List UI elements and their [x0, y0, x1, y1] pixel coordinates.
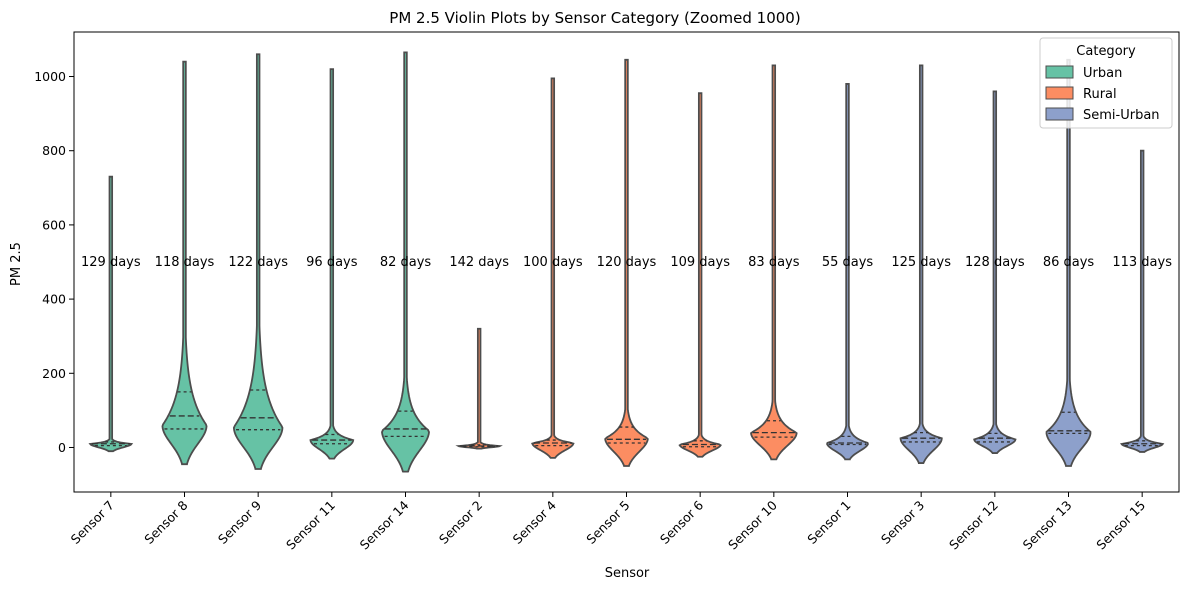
violin-body	[973, 90, 1017, 454]
violin-sensor-5	[604, 58, 649, 467]
y-tick-label: 0	[58, 440, 66, 455]
violin-sensor-14	[381, 51, 430, 473]
violin-body	[826, 83, 869, 461]
violin-sensor-8	[161, 60, 208, 466]
x-tick-label: Sensor 8	[141, 497, 190, 546]
x-tick-label: Sensor 1	[804, 498, 853, 547]
annotations: 129 days 118 days 122 days 96 days 82 days 14…	[81, 255, 1172, 270]
annotation-sensor-4: 100 days	[523, 255, 583, 270]
annotation-sensor-11: 96 days	[306, 255, 358, 270]
violin-sensor-7	[88, 175, 134, 453]
violin-sensor-15	[1119, 149, 1165, 453]
violin-body	[455, 327, 503, 450]
legend-box	[1039, 37, 1173, 129]
violin-sensor-3	[899, 64, 943, 464]
annotation-sensor-13: 86 days	[1043, 255, 1095, 270]
violin-sensor-4	[531, 77, 575, 459]
annotation-sensor-10: 83 days	[748, 255, 800, 270]
annotation-sensor-5: 120 days	[597, 255, 657, 270]
legend-title: Category	[1076, 44, 1136, 59]
y-tick-label: 200	[42, 366, 66, 381]
violin-sensor-6	[678, 92, 722, 458]
annotation-sensor-1: 55 days	[822, 255, 874, 270]
x-tick-label: Sensor 4	[510, 497, 559, 546]
violin-sensor-9	[232, 53, 284, 470]
violin-body	[232, 53, 284, 470]
x-axis-label: Sensor	[605, 566, 650, 581]
x-tick-label: Sensor 7	[68, 498, 117, 547]
violin-body	[1119, 149, 1165, 453]
violin-sensor-2	[455, 327, 503, 450]
y-axis: 0 200 400 600 800 1000	[34, 69, 74, 455]
violin-body	[750, 64, 798, 461]
annotation-sensor-15: 113 days	[1112, 255, 1172, 270]
x-tick-label: Sensor 6	[657, 497, 706, 546]
chart-title: PM 2.5 Violin Plots by Sensor Category (…	[389, 9, 800, 27]
y-tick-label: 600	[42, 217, 66, 232]
violin-sensor-12	[973, 90, 1017, 454]
violin-body	[531, 77, 575, 459]
violin-sensor-10	[750, 64, 798, 461]
violin-sensor-11	[309, 68, 355, 460]
x-tick-label: Sensor 10	[725, 497, 780, 552]
legend-label-semi-urban: Semi-Urban	[1083, 108, 1160, 123]
annotation-sensor-7: 129 days	[81, 255, 141, 270]
legend: Category Urban Rural Semi-Urban	[1039, 37, 1173, 129]
annotation-sensor-9: 122 days	[228, 255, 288, 270]
violin-body	[161, 60, 208, 466]
legend-label-urban: Urban	[1083, 66, 1122, 81]
annotation-sensor-8: 118 days	[155, 255, 215, 270]
x-tick-label: Sensor 14	[357, 497, 412, 552]
violin-body	[678, 92, 722, 458]
x-tick-label: Sensor 15	[1093, 498, 1148, 553]
violin-body	[88, 175, 134, 453]
x-tick-label: Sensor 2	[436, 498, 485, 547]
violin-body	[899, 64, 943, 464]
x-tick-label: Sensor 5	[583, 498, 632, 547]
annotation-sensor-6: 109 days	[670, 255, 730, 270]
violin-sensor-1	[826, 83, 869, 461]
x-axis: Sensor 7 Sensor 8 Sensor 9 Sensor 11 Sensor …	[68, 492, 1148, 553]
annotation-sensor-2: 142 days	[449, 255, 509, 270]
x-tick-label: Sensor 9	[215, 497, 264, 546]
legend-label-rural: Rural	[1083, 87, 1117, 102]
y-tick-label: 400	[42, 292, 66, 307]
annotation-sensor-12: 128 days	[965, 255, 1025, 270]
y-axis-label: PM 2.5	[9, 242, 24, 286]
x-tick-label: Sensor 12	[946, 498, 1001, 553]
violin-body	[381, 51, 430, 473]
x-tick-label: Sensor 13	[1020, 498, 1075, 553]
violin-body	[604, 58, 649, 467]
legend-swatch-semi-urban	[1045, 107, 1074, 121]
legend-swatch-urban	[1045, 65, 1074, 79]
x-tick-label: Sensor 11	[283, 498, 338, 553]
legend-swatch-rural	[1045, 86, 1074, 100]
x-tick-label: Sensor 3	[878, 498, 927, 547]
annotation-sensor-3: 125 days	[891, 255, 951, 270]
y-tick-label: 1000	[34, 69, 66, 84]
y-tick-label: 800	[42, 143, 66, 158]
violin-body	[309, 68, 355, 460]
annotation-sensor-14: 82 days	[380, 255, 432, 270]
violins	[88, 51, 1165, 473]
